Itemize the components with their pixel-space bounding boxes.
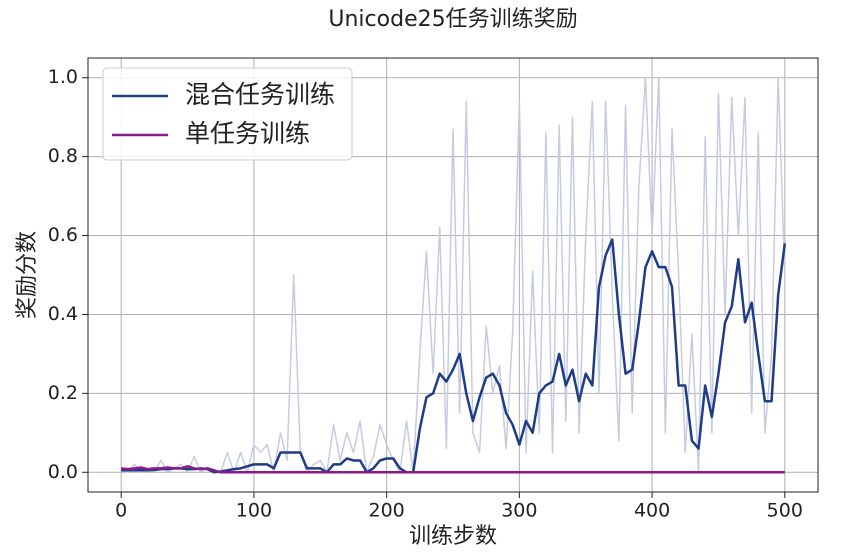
y-tick-label: 1.0 <box>48 66 78 88</box>
y-tick-label: 0.2 <box>48 382 78 404</box>
y-tick-label: 0.4 <box>48 303 78 325</box>
x-tick-label: 100 <box>236 500 272 522</box>
legend-label: 单任务训练 <box>185 119 310 148</box>
legend-box <box>102 67 353 161</box>
y-tick-label: 0.6 <box>48 224 78 246</box>
plot-frame <box>87 57 819 493</box>
y-axis-label: 奖励分数 <box>15 231 40 319</box>
x-tick-label: 300 <box>501 500 537 522</box>
y-tick-label: 0.8 <box>48 145 78 167</box>
x-tick-label: 500 <box>767 500 803 522</box>
chart-title: Unicode25任务训练奖励 <box>328 7 577 32</box>
line <box>121 238 787 474</box>
y-tick-label: 0.0 <box>48 461 78 483</box>
line <box>121 465 785 474</box>
x-tick-label: 400 <box>634 500 670 522</box>
line <box>120 76 786 474</box>
x-tick-label: 200 <box>369 500 405 522</box>
x-axis-label: 训练步数 <box>409 524 497 549</box>
legend-label: 混合任务训练 <box>185 80 335 109</box>
x-tick-label: 0 <box>115 500 127 522</box>
